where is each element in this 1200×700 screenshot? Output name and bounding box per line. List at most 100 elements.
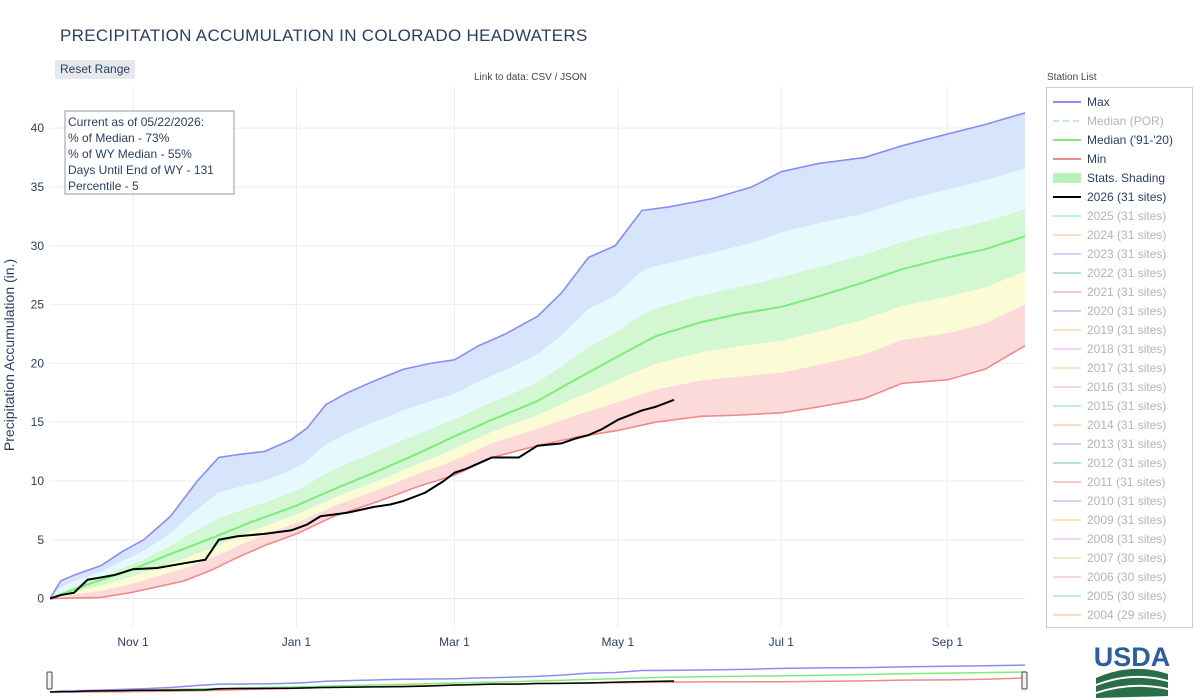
legend-label: 2005 (30 sites)	[1087, 588, 1167, 603]
legend-item[interactable]: 2007 (30 sites)	[1047, 548, 1192, 567]
legend-label: 2012 (31 sites)	[1087, 455, 1167, 470]
y-tick-label: 20	[31, 356, 45, 370]
legend-label: 2023 (31 sites)	[1087, 246, 1167, 261]
current-year-series-line[interactable]	[50, 398, 675, 600]
legend-item[interactable]: 2015 (31 sites)	[1047, 396, 1192, 415]
y-tick-label: 10	[31, 474, 45, 488]
legend-swatch	[1053, 477, 1081, 487]
legend-swatch	[1053, 325, 1081, 335]
legend-label: 2008 (31 sites)	[1087, 531, 1167, 546]
stats-shading-band	[50, 304, 1025, 599]
info-box-line: Current as of 05/22/2026:	[68, 115, 204, 129]
legend-label: 2015 (31 sites)	[1087, 398, 1167, 413]
y-tick-label: 30	[31, 239, 45, 253]
legend-item[interactable]: 2026 (31 sites)	[1047, 187, 1192, 206]
legend-item[interactable]: 2022 (31 sites)	[1047, 263, 1192, 282]
x-tick-label: Jan 1	[282, 635, 312, 649]
legend-item[interactable]: 2024 (31 sites)	[1047, 225, 1192, 244]
legend-swatch	[1053, 515, 1081, 525]
legend-item[interactable]: 2013 (31 sites)	[1047, 434, 1192, 453]
stats-shading-band	[50, 271, 1025, 599]
legend-swatch	[1053, 382, 1081, 392]
legend-swatch	[1053, 572, 1081, 582]
legend-item[interactable]: 2017 (31 sites)	[1047, 358, 1192, 377]
legend-item[interactable]: 2005 (30 sites)	[1047, 586, 1192, 605]
legend-item[interactable]: 2014 (31 sites)	[1047, 415, 1192, 434]
station-legend: Max Median (POR) Median ('91-'20) Min Stats.…	[1046, 87, 1193, 628]
max-series-line[interactable]	[50, 112, 1025, 600]
legend-item[interactable]: Max	[1047, 92, 1192, 111]
legend-swatch	[1053, 192, 1081, 202]
legend-item[interactable]: 2012 (31 sites)	[1047, 453, 1192, 472]
legend-swatch	[1053, 154, 1081, 164]
x-tick-label: Sep 1	[932, 635, 964, 649]
legend-swatch	[1053, 439, 1081, 449]
legend-label: 2022 (31 sites)	[1087, 265, 1167, 280]
legend-item[interactable]: 2021 (31 sites)	[1047, 282, 1192, 301]
legend-label: 2013 (31 sites)	[1087, 436, 1167, 451]
precipitation-chart[interactable]: 0 5 10 15 20 25 30 35 40 Nov 1 Jan 1 Mar 1 May 1 Jul …	[0, 0, 1040, 700]
y-tick-label: 0	[37, 592, 44, 606]
legend-item[interactable]: 2010 (31 sites)	[1047, 491, 1192, 510]
legend-swatch	[1053, 496, 1081, 506]
usda-logo: USDA	[1094, 642, 1170, 698]
y-axis-label: Precipitation Accumulation (in.)	[1, 259, 17, 451]
legend-item[interactable]: 2009 (31 sites)	[1047, 510, 1192, 529]
legend-item[interactable]: 2008 (31 sites)	[1047, 529, 1192, 548]
range-slider-right-handle[interactable]	[1021, 671, 1028, 690]
legend-label: 2009 (31 sites)	[1087, 512, 1167, 527]
range-current-line	[49, 680, 675, 693]
info-box-line: Percentile - 5	[68, 179, 139, 193]
data-link[interactable]: Link to data: CSV / JSON	[474, 72, 587, 83]
legend-swatch	[1053, 287, 1081, 297]
legend-label: 2025 (31 sites)	[1087, 208, 1167, 223]
info-box-line: % of Median - 73%	[68, 131, 170, 145]
legend-item[interactable]: 2011 (31 sites)	[1047, 472, 1192, 491]
legend-item[interactable]: Median (POR)	[1047, 111, 1192, 130]
reset-range-button[interactable]: Reset Range	[55, 60, 136, 79]
legend-item[interactable]: 2025 (31 sites)	[1047, 206, 1192, 225]
y-tick-label: 40	[31, 121, 45, 135]
legend-label: 2006 (30 sites)	[1087, 569, 1167, 584]
legend-label: 2007 (30 sites)	[1087, 550, 1167, 565]
legend-item[interactable]: 2004 (29 sites)	[1047, 605, 1192, 624]
legend-label: 2011 (31 sites)	[1087, 474, 1166, 489]
legend-label: 2017 (31 sites)	[1087, 360, 1167, 375]
legend-item[interactable]: 2020 (31 sites)	[1047, 301, 1192, 320]
legend-swatch	[1053, 401, 1081, 411]
legend-item[interactable]: 2018 (31 sites)	[1047, 339, 1192, 358]
legend-item[interactable]: Min	[1047, 149, 1192, 168]
stats-shading-band	[50, 112, 1025, 599]
y-tick-label: 35	[31, 180, 45, 194]
legend-item[interactable]: Stats. Shading	[1047, 168, 1192, 187]
info-box-line: % of WY Median - 55%	[68, 147, 192, 161]
y-tick-label: 25	[31, 298, 45, 312]
legend-swatch	[1053, 135, 1081, 145]
legend-label: Min	[1087, 151, 1107, 166]
x-tick-label: Nov 1	[117, 635, 149, 649]
legend-label: 2020 (31 sites)	[1087, 303, 1167, 318]
y-tick-label: 5	[37, 533, 44, 547]
page-title: PRECIPITATION ACCUMULATION IN COLORADO H…	[60, 26, 588, 45]
legend-item[interactable]: 2016 (31 sites)	[1047, 377, 1192, 396]
legend-item[interactable]: Median ('91-'20)	[1047, 130, 1192, 149]
legend-label: 2019 (31 sites)	[1087, 322, 1167, 337]
legend-swatch	[1053, 553, 1081, 563]
legend-swatch	[1053, 230, 1081, 240]
legend-label: 2014 (31 sites)	[1087, 417, 1167, 432]
legend-swatch	[1053, 344, 1081, 354]
legend-item[interactable]: 2023 (31 sites)	[1047, 244, 1192, 263]
range-slider-left-handle[interactable]	[46, 671, 53, 690]
legend-item[interactable]: 2006 (30 sites)	[1047, 567, 1192, 586]
x-tick-label: May 1	[602, 635, 635, 649]
legend-swatch	[1053, 610, 1081, 620]
legend-swatch	[1053, 420, 1081, 430]
range-slider[interactable]	[46, 664, 1028, 694]
legend-label: Max	[1087, 94, 1110, 109]
legend-swatch	[1053, 116, 1081, 126]
x-tick-label: Jul 1	[769, 635, 795, 649]
legend-label: 2004 (29 sites)	[1087, 607, 1167, 622]
median-series-line[interactable]	[50, 235, 1025, 600]
legend-item[interactable]: 2019 (31 sites)	[1047, 320, 1192, 339]
legend-swatch	[1053, 306, 1081, 316]
